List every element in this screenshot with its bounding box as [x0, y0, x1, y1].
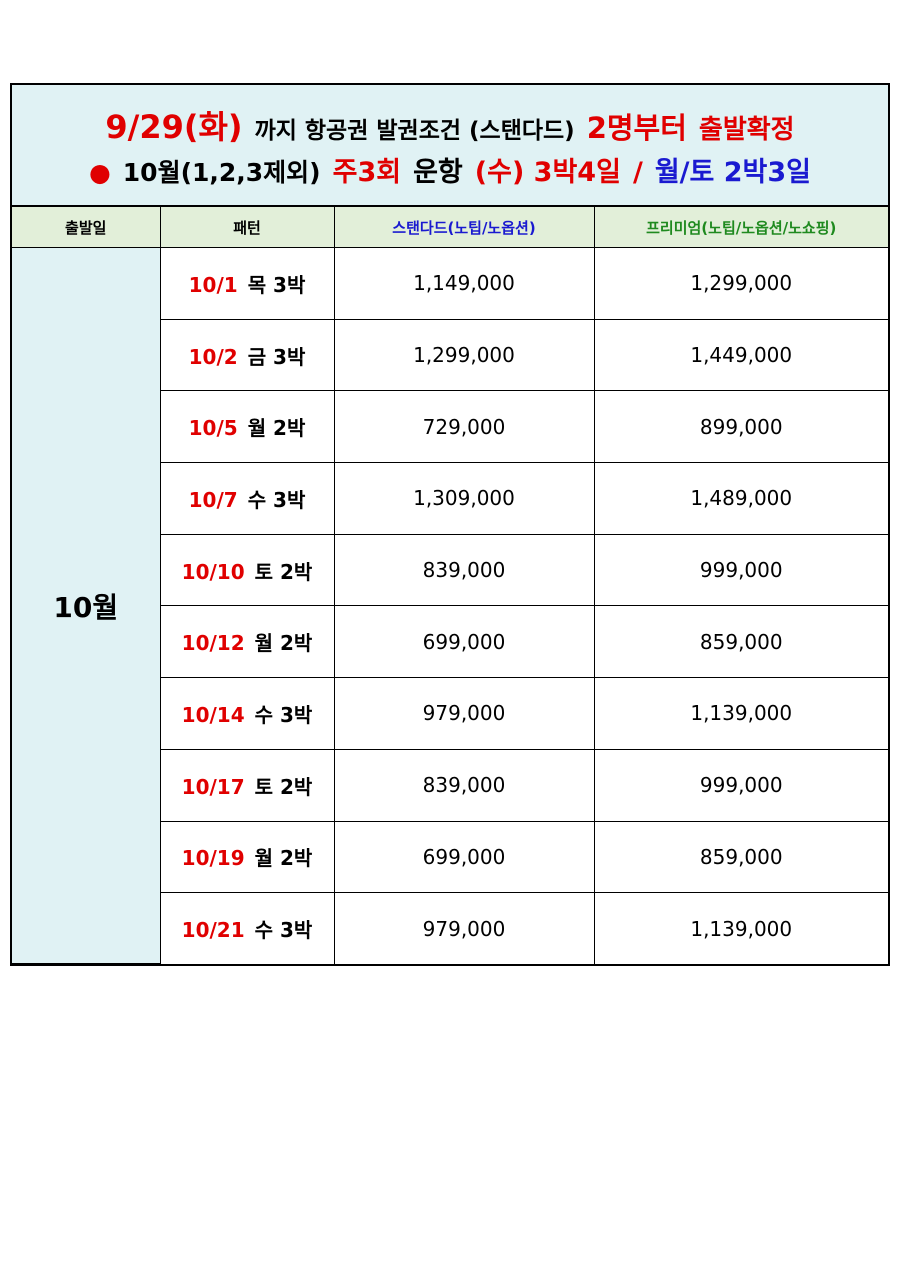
premium-price: 1,139,000 — [593, 677, 888, 750]
day-nights: 월 2박 — [247, 416, 306, 441]
day-nights: 수 3박 — [247, 487, 306, 512]
standard-price: 839,000 — [333, 748, 595, 822]
table-row: 10/21 수 3박 979,000 1,139,000 — [12, 892, 888, 964]
premium-price: 859,000 — [593, 605, 888, 679]
standard-price: 729,000 — [333, 390, 595, 464]
pattern-cell: 10/1 목 3박 — [159, 247, 335, 320]
column-header: 프리미엄(노팁/노옵션/노쇼핑) — [593, 206, 888, 248]
header-row: 출발일 패턴 스탠다드(노팁/노옵션) 프리미엄(노팁/노옵션/노쇼핑) — [12, 206, 888, 248]
header-text: 10월(1,2,3제외) — [122, 157, 321, 187]
header-line: 9/29(화) 까지 항공권 발권조건 (스탠다드) 2명부터 출발확정 — [99, 102, 800, 148]
table-body: 10월 10/1 목 3박 1,149,000 1,299,000 10/2 금 3박 1,2… — [12, 246, 888, 965]
departure-date: 10/10 — [181, 559, 245, 584]
pattern-cell: 10/17 토 2박 — [160, 748, 335, 822]
table-row: 10/5 월 2박 729,000 899,000 — [12, 390, 888, 464]
price-table: 출발일 패턴 스탠다드(노팁/노옵션) 프리미엄(노팁/노옵션/노쇼핑) 10월 10/… — [12, 206, 888, 965]
day-nights: 목 3박 — [247, 272, 306, 297]
header: 9/29(화) 까지 항공권 발권조건 (스탠다드) 2명부터 출발확정 ● 10월(1… — [12, 85, 888, 206]
standard-price: 979,000 — [333, 892, 595, 964]
standard-price: 1,309,000 — [333, 462, 595, 535]
table-row: 10/2 금 3박 1,299,000 1,449,000 — [12, 318, 888, 392]
departure-date: 10/7 — [188, 487, 238, 512]
pattern-cell: 10/2 금 3박 — [160, 318, 335, 392]
premium-price: 999,000 — [593, 533, 888, 607]
premium-price: 1,139,000 — [593, 892, 888, 964]
header-text: ● — [88, 157, 111, 187]
header-text: 2명부터 — [586, 110, 687, 145]
day-nights: 월 2박 — [254, 846, 313, 871]
table-row: 10/14 수 3박 979,000 1,139,000 — [12, 677, 888, 750]
table-row: 10/10 토 2박 839,000 999,000 — [12, 533, 888, 607]
header-text: 9/29(화) — [105, 107, 243, 146]
column-header: 스탠다드(노팁/노옵션) — [333, 206, 595, 248]
header-text: 운항 — [413, 156, 463, 188]
column-header: 출발일 — [12, 206, 161, 248]
pattern-cell: 10/10 토 2박 — [160, 533, 335, 607]
departure-date: 10/21 — [181, 918, 245, 943]
departure-date: 10/5 — [188, 416, 238, 441]
day-nights: 수 3박 — [254, 918, 313, 943]
premium-price: 899,000 — [593, 390, 888, 464]
header-text: / — [632, 156, 643, 188]
departure-date: 10/2 — [188, 344, 238, 369]
column-header: 패턴 — [159, 206, 335, 248]
premium-price: 859,000 — [593, 820, 888, 894]
standard-price: 839,000 — [333, 533, 595, 607]
departure-date: 10/17 — [181, 774, 245, 799]
premium-price: 999,000 — [593, 748, 888, 822]
month-cell: 10월 — [12, 246, 161, 965]
table-row: 10/19 월 2박 699,000 859,000 — [12, 820, 888, 894]
standard-price: 979,000 — [333, 677, 595, 750]
table-row: 10/17 토 2박 839,000 999,000 — [12, 748, 888, 822]
table-row: 10/7 수 3박 1,309,000 1,489,000 — [12, 462, 888, 535]
document: 9/29(화) 까지 항공권 발권조건 (스탠다드) 2명부터 출발확정 ● 10월(1… — [10, 83, 890, 967]
pattern-cell: 10/21 수 3박 — [160, 892, 335, 964]
pattern-cell: 10/5 월 2박 — [160, 390, 335, 464]
table-row: 10월 10/1 목 3박 1,149,000 1,299,000 — [12, 246, 888, 965]
header-text: 까지 항공권 발권조건 (스탠다드) — [254, 117, 575, 144]
standard-price: 699,000 — [333, 820, 595, 894]
header-line: ● 10월(1,2,3제외) 주3회 운항 (수) 3박4일 / 월/토 2박3일 — [83, 150, 817, 189]
header-text: 월/토 2박3일 — [654, 156, 812, 188]
departure-date: 10/14 — [181, 702, 245, 727]
table-row: 10/12 월 2박 699,000 859,000 — [12, 605, 888, 679]
departure-date: 10/1 — [188, 272, 238, 297]
day-nights: 토 2박 — [254, 559, 313, 584]
departure-date: 10/19 — [181, 846, 245, 871]
header-text: 출발확정 — [698, 114, 795, 145]
standard-price: 699,000 — [333, 605, 595, 679]
pattern-cell: 10/7 수 3박 — [160, 462, 335, 535]
departure-date: 10/12 — [181, 631, 245, 656]
day-nights: 월 2박 — [254, 631, 313, 656]
pattern-cell: 10/19 월 2박 — [160, 820, 335, 894]
standard-price: 1,299,000 — [333, 318, 595, 392]
header-text: (수) 3박4일 — [474, 156, 621, 188]
premium-price: 1,299,000 — [593, 247, 888, 320]
header-text: 주3회 — [332, 156, 402, 188]
pattern-cell: 10/12 월 2박 — [160, 605, 335, 679]
standard-price: 1,149,000 — [333, 247, 595, 320]
premium-price: 1,449,000 — [593, 318, 888, 392]
pattern-cell: 10/14 수 3박 — [160, 677, 335, 750]
day-nights: 토 2박 — [254, 774, 313, 799]
premium-price: 1,489,000 — [593, 462, 888, 535]
day-nights: 수 3박 — [254, 702, 313, 727]
day-nights: 금 3박 — [247, 344, 306, 369]
